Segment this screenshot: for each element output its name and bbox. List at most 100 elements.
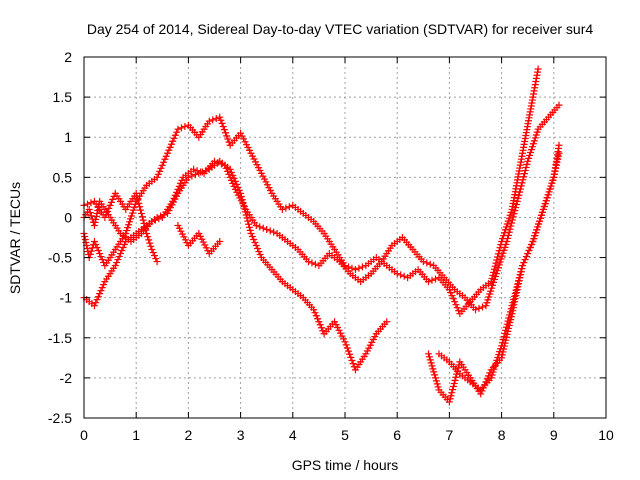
data-point — [343, 344, 351, 352]
data-point — [502, 333, 510, 341]
data-point — [449, 386, 457, 394]
data-point — [433, 380, 441, 388]
data-point — [446, 395, 454, 403]
data-point — [245, 220, 253, 228]
data-point — [498, 351, 506, 359]
data-point — [521, 256, 529, 264]
data-point — [482, 378, 490, 386]
data-point — [81, 232, 89, 240]
data-point — [510, 210, 518, 218]
data-point — [518, 179, 526, 187]
data-point — [431, 371, 439, 379]
data-point — [552, 164, 560, 172]
data-point — [222, 164, 230, 172]
data-point — [432, 377, 440, 385]
data-point — [517, 268, 525, 276]
x-tick-label: 5 — [341, 427, 349, 443]
data-point — [518, 265, 526, 273]
x-tick-label: 7 — [446, 427, 454, 443]
data-point — [86, 250, 94, 258]
data-point — [218, 119, 226, 127]
x-tick-label: 10 — [598, 427, 614, 443]
data-point — [511, 207, 519, 215]
data-point — [500, 345, 508, 353]
data-point — [452, 301, 460, 309]
data-point — [448, 389, 456, 397]
data-point — [501, 339, 509, 347]
data-point — [169, 137, 177, 145]
data-point — [147, 242, 155, 250]
data-point — [515, 277, 523, 285]
data-point — [161, 155, 169, 163]
data-point — [145, 236, 153, 244]
data-point — [508, 310, 516, 318]
y-tick-label: -2.5 — [48, 410, 72, 426]
data-point — [478, 387, 486, 395]
data-point — [504, 327, 512, 335]
data-point — [504, 234, 512, 242]
data-point — [434, 383, 442, 391]
data-point — [341, 262, 349, 270]
data-point — [512, 200, 520, 208]
data-point — [81, 236, 89, 244]
data-point — [241, 205, 249, 213]
data-point — [266, 227, 274, 235]
data-point — [426, 260, 434, 268]
data-point — [486, 369, 494, 377]
data-point — [153, 213, 161, 221]
data-point — [346, 350, 354, 358]
data-point — [526, 244, 534, 252]
data-point — [146, 239, 154, 247]
data-point — [447, 392, 455, 400]
chart-title: Day 254 of 2014, Sidereal Day-to-day VTE… — [87, 21, 593, 37]
data-point — [109, 195, 117, 203]
y-tick-label: 2 — [64, 49, 72, 65]
data-point — [383, 318, 391, 326]
data-point — [90, 302, 98, 310]
data-point — [96, 290, 104, 298]
data-point — [132, 189, 140, 197]
data-point — [393, 270, 401, 278]
grid-lines — [84, 57, 606, 418]
data-point — [103, 207, 111, 215]
data-point — [304, 258, 312, 266]
data-point — [98, 256, 106, 264]
data-point — [167, 140, 175, 148]
data-point — [505, 321, 513, 329]
data-point — [483, 375, 491, 383]
data-point — [86, 209, 94, 217]
data-point — [453, 370, 461, 378]
y-tick-label: 0 — [64, 209, 72, 225]
data-point — [285, 203, 293, 211]
data-point — [524, 250, 532, 258]
data-point — [553, 158, 561, 166]
data-point — [251, 239, 259, 247]
data-point — [165, 146, 173, 154]
data-point — [98, 284, 106, 292]
data-point — [428, 362, 436, 370]
data-point — [198, 168, 206, 176]
data-point — [149, 249, 157, 257]
data-point — [136, 203, 144, 211]
data-point — [431, 374, 439, 382]
data-point — [256, 251, 264, 259]
data-point — [500, 342, 508, 350]
data-point — [133, 193, 141, 201]
data-point — [153, 258, 161, 266]
data-point — [479, 384, 487, 392]
data-point — [503, 238, 511, 246]
data-point — [349, 360, 357, 368]
data-point — [190, 165, 198, 173]
y-tick-label: 1 — [64, 129, 72, 145]
data-point — [148, 246, 156, 254]
data-point — [157, 212, 165, 220]
data-point — [423, 259, 431, 267]
data-point — [310, 306, 318, 314]
data-point — [85, 205, 93, 213]
data-point — [239, 199, 247, 207]
data-point — [230, 174, 238, 182]
data-point — [518, 262, 526, 270]
data-point — [521, 167, 529, 175]
data-point — [445, 398, 453, 406]
data-point — [154, 170, 162, 178]
